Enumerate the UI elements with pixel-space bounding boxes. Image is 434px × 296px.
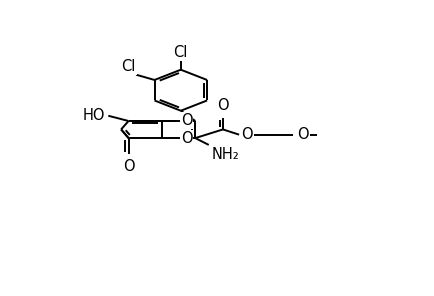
Text: O: O [122,159,134,174]
Text: O: O [181,131,192,146]
Text: O: O [296,127,308,142]
Text: Cl: Cl [173,45,187,60]
Text: O: O [240,127,252,142]
Text: NH₂: NH₂ [211,147,239,162]
Text: O: O [217,99,228,113]
Text: O: O [181,113,192,128]
Text: Cl: Cl [121,59,135,75]
Text: HO: HO [83,108,105,123]
